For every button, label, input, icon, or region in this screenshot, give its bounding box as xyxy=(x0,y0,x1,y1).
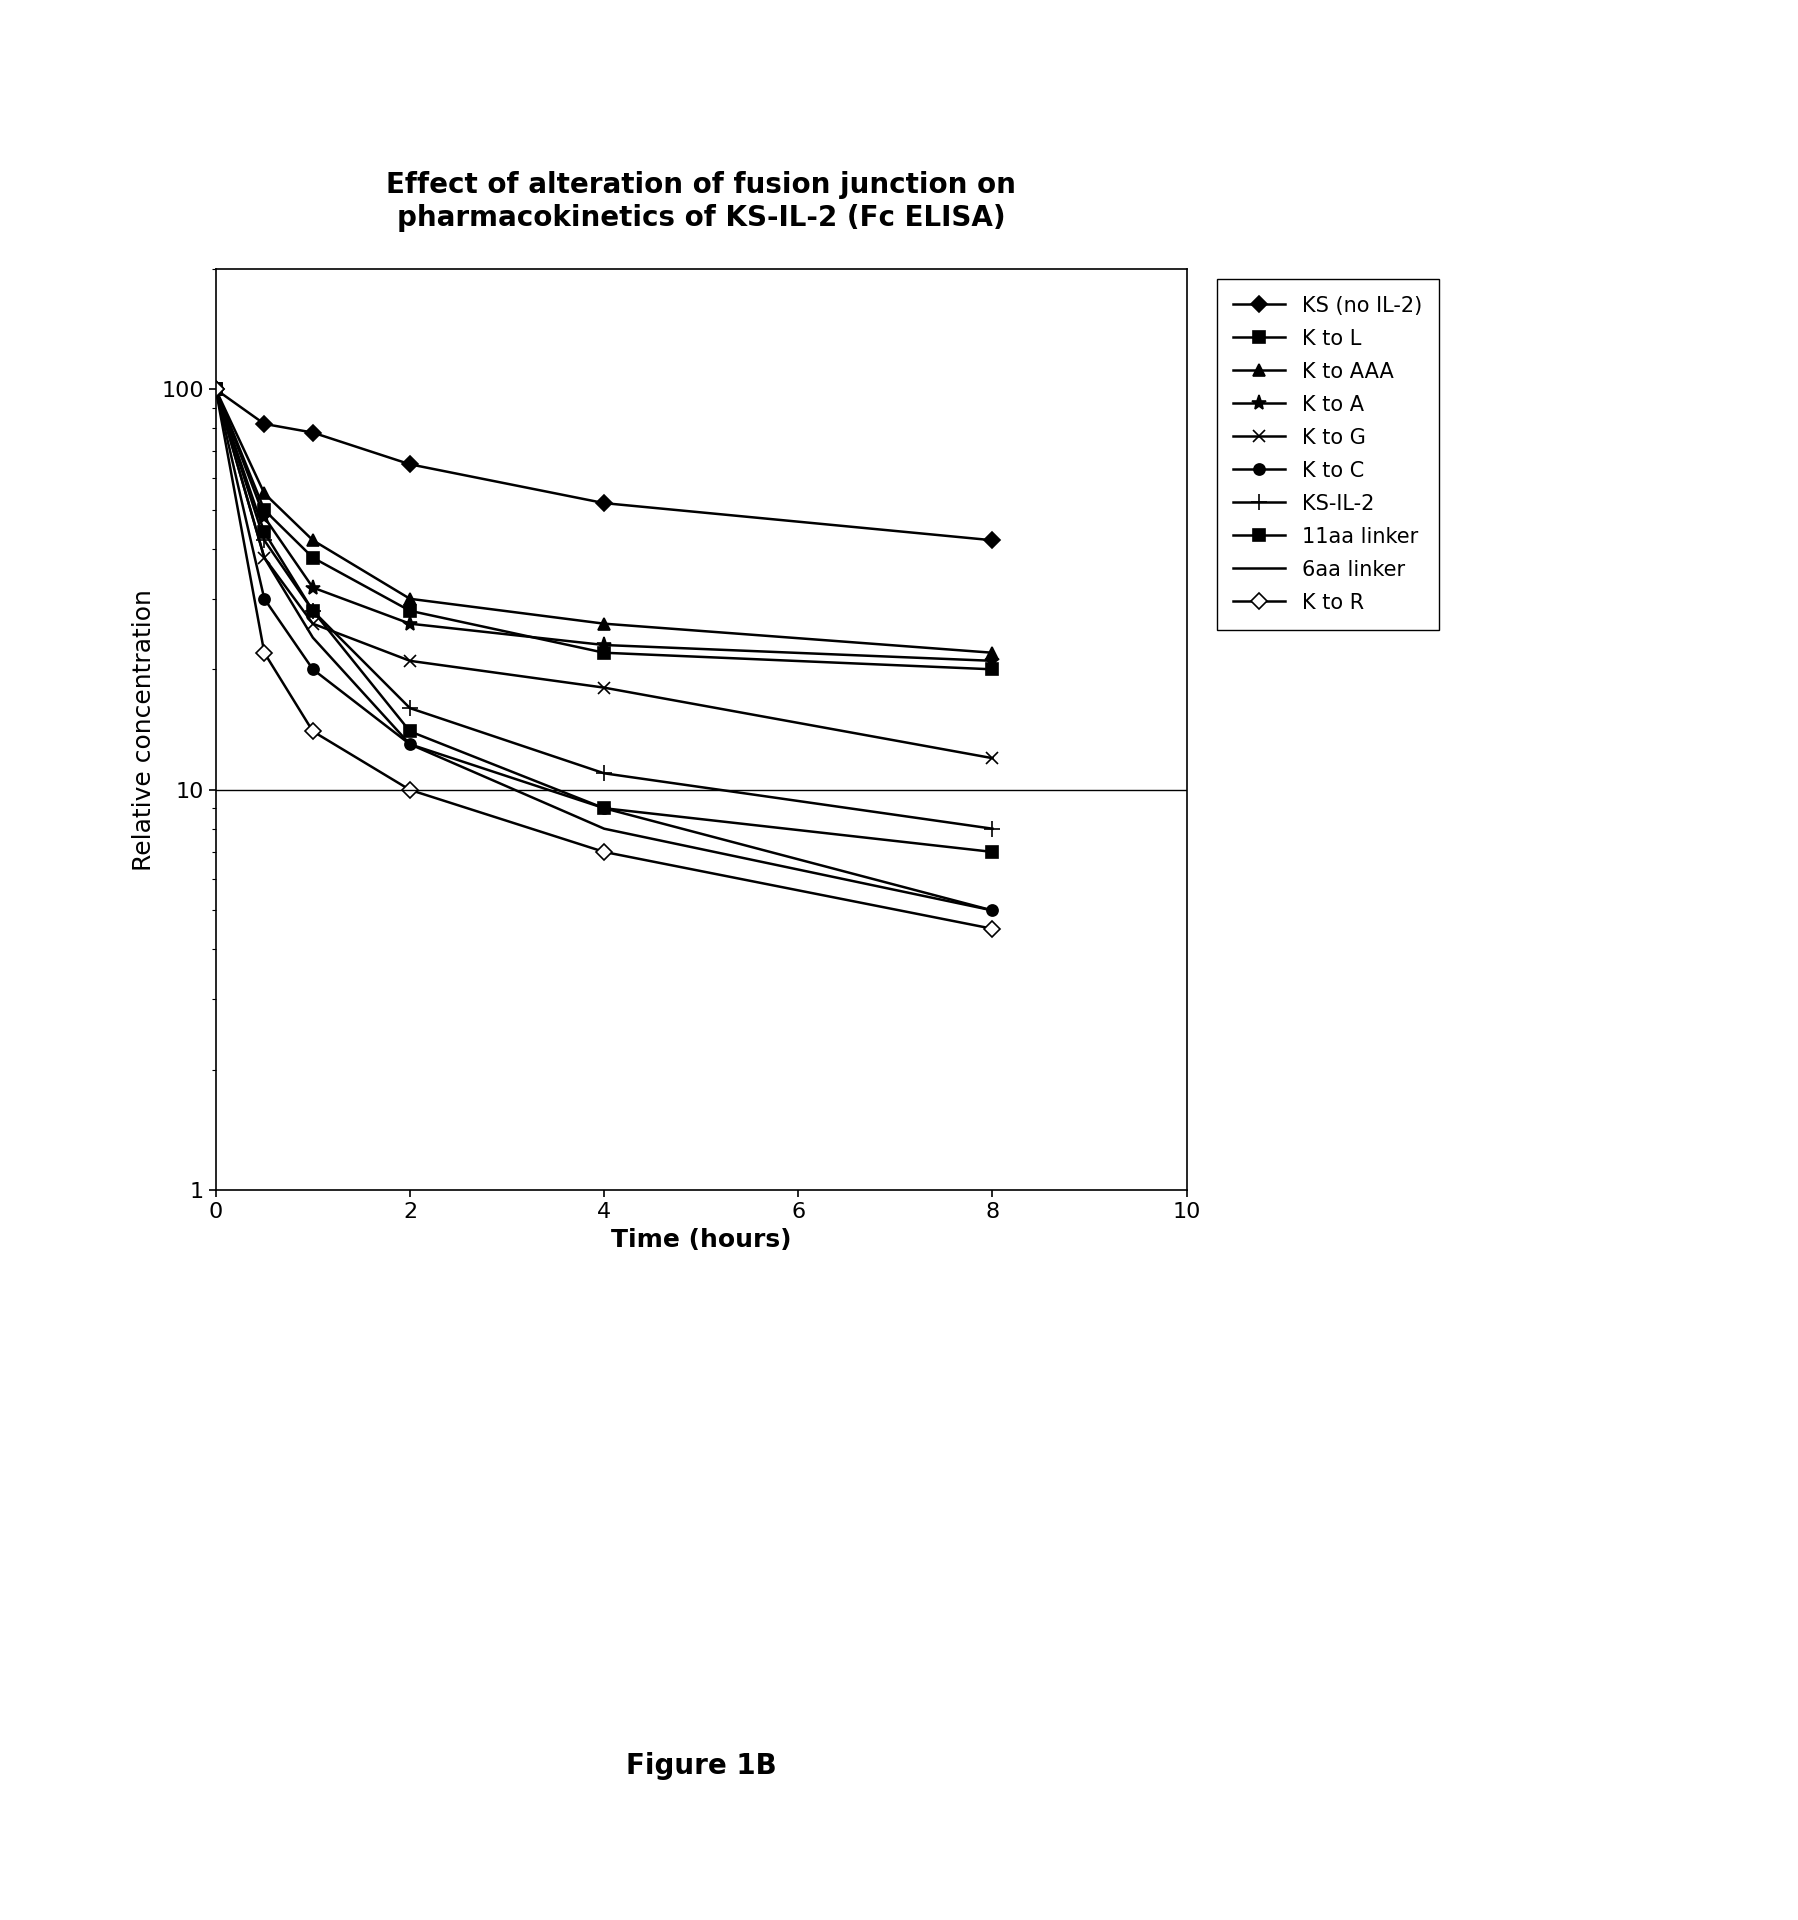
K to A xyxy=(302,576,324,599)
KS (no IL-2) xyxy=(593,492,615,515)
K to A xyxy=(593,634,615,657)
11aa linker xyxy=(254,520,275,543)
KS-IL-2 xyxy=(399,697,421,720)
K to R xyxy=(982,918,1003,941)
K to AAA xyxy=(302,528,324,551)
Line: KS (no IL-2): KS (no IL-2) xyxy=(210,384,998,545)
KS-IL-2 xyxy=(254,528,275,551)
6aa linker xyxy=(254,545,275,568)
K to L xyxy=(302,545,324,568)
K to C xyxy=(205,378,227,401)
K to A xyxy=(254,505,275,528)
11aa linker xyxy=(982,841,1003,864)
K to C xyxy=(302,659,324,682)
Line: 11aa linker: 11aa linker xyxy=(210,384,998,858)
K to L xyxy=(593,641,615,664)
K to G xyxy=(205,378,227,401)
K to C xyxy=(982,899,1003,922)
K to R xyxy=(205,378,227,401)
K to A xyxy=(399,612,421,636)
K to R xyxy=(254,641,275,664)
K to L xyxy=(399,599,421,622)
Line: K to L: K to L xyxy=(210,384,998,674)
6aa linker xyxy=(302,626,324,649)
Line: K to AAA: K to AAA xyxy=(210,384,998,659)
Line: 6aa linker: 6aa linker xyxy=(216,390,992,910)
K to G xyxy=(302,612,324,636)
K to AAA xyxy=(593,612,615,636)
KS-IL-2 xyxy=(205,378,227,401)
KS (no IL-2) xyxy=(302,420,324,444)
K to G xyxy=(399,649,421,672)
6aa linker xyxy=(399,733,421,756)
K to R xyxy=(302,720,324,743)
K to G xyxy=(593,676,615,699)
Line: K to R: K to R xyxy=(210,384,998,935)
K to L xyxy=(254,499,275,522)
6aa linker xyxy=(205,378,227,401)
Line: K to A: K to A xyxy=(209,382,1000,668)
KS (no IL-2) xyxy=(982,528,1003,551)
Text: Figure 1B: Figure 1B xyxy=(626,1753,777,1780)
11aa linker xyxy=(399,720,421,743)
K to A xyxy=(205,378,227,401)
KS (no IL-2) xyxy=(254,413,275,436)
KS (no IL-2) xyxy=(399,453,421,476)
K to R xyxy=(399,778,421,801)
11aa linker xyxy=(205,378,227,401)
K to AAA xyxy=(399,588,421,611)
K to C xyxy=(399,733,421,756)
11aa linker xyxy=(302,599,324,622)
Legend: KS (no IL-2), K to L, K to AAA, K to A, K to G, K to C, KS-IL-2, 11aa linker, 6a: KS (no IL-2), K to L, K to AAA, K to A, … xyxy=(1217,278,1438,630)
6aa linker xyxy=(593,818,615,841)
K to AAA xyxy=(982,641,1003,664)
Line: KS-IL-2: KS-IL-2 xyxy=(209,382,1000,837)
Line: K to G: K to G xyxy=(210,384,998,764)
Text: Effect of alteration of fusion junction on
pharmacokinetics of KS-IL-2 (Fc ELISA: Effect of alteration of fusion junction … xyxy=(387,171,1016,232)
K to A xyxy=(982,649,1003,672)
Line: K to C: K to C xyxy=(210,384,998,916)
K to R xyxy=(593,841,615,864)
K to AAA xyxy=(254,482,275,505)
KS-IL-2 xyxy=(302,599,324,622)
Y-axis label: Relative concentration: Relative concentration xyxy=(131,589,156,870)
K to L xyxy=(982,659,1003,682)
KS (no IL-2) xyxy=(205,378,227,401)
X-axis label: Time (hours): Time (hours) xyxy=(611,1227,791,1252)
K to AAA xyxy=(205,378,227,401)
K to C xyxy=(593,797,615,820)
K to G xyxy=(982,747,1003,770)
K to G xyxy=(254,545,275,568)
11aa linker xyxy=(593,797,615,820)
K to C xyxy=(254,588,275,611)
K to L xyxy=(205,378,227,401)
KS-IL-2 xyxy=(982,818,1003,841)
KS-IL-2 xyxy=(593,762,615,785)
6aa linker xyxy=(982,899,1003,922)
